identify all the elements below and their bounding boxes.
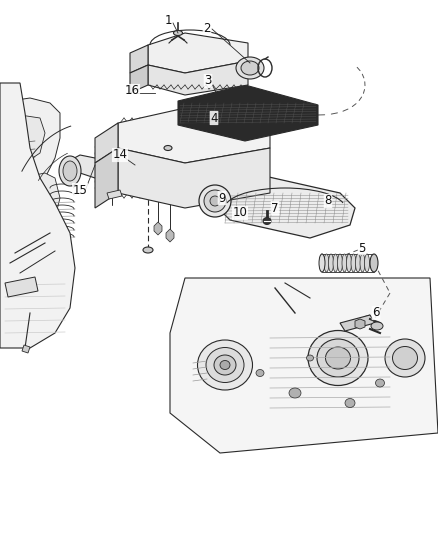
Polygon shape: [118, 108, 270, 163]
Ellipse shape: [319, 254, 325, 272]
Polygon shape: [107, 190, 122, 199]
Ellipse shape: [204, 190, 226, 212]
Ellipse shape: [345, 399, 355, 408]
Polygon shape: [166, 229, 174, 242]
Polygon shape: [65, 155, 112, 181]
Text: 15: 15: [73, 183, 88, 197]
Text: 14: 14: [113, 149, 127, 161]
Polygon shape: [22, 345, 30, 353]
Polygon shape: [0, 83, 75, 348]
Ellipse shape: [338, 254, 343, 272]
Polygon shape: [340, 315, 375, 331]
Polygon shape: [355, 319, 365, 329]
Polygon shape: [118, 148, 270, 208]
Ellipse shape: [59, 156, 81, 186]
Text: 1: 1: [164, 13, 172, 27]
Ellipse shape: [289, 388, 301, 398]
Polygon shape: [5, 115, 45, 173]
Text: 6: 6: [372, 306, 380, 319]
Ellipse shape: [307, 355, 314, 361]
Ellipse shape: [199, 185, 231, 217]
Ellipse shape: [210, 196, 220, 206]
Text: 2: 2: [203, 21, 211, 35]
Polygon shape: [95, 123, 118, 163]
Ellipse shape: [308, 330, 368, 385]
Ellipse shape: [206, 348, 244, 383]
Ellipse shape: [333, 254, 338, 272]
Ellipse shape: [356, 254, 360, 272]
Polygon shape: [110, 158, 130, 170]
Ellipse shape: [346, 254, 352, 272]
Polygon shape: [0, 173, 60, 253]
Ellipse shape: [63, 161, 77, 181]
Polygon shape: [178, 85, 318, 141]
Ellipse shape: [263, 217, 271, 224]
Text: 4: 4: [210, 111, 218, 125]
Text: 7: 7: [271, 201, 279, 214]
Ellipse shape: [198, 340, 252, 390]
Ellipse shape: [375, 379, 385, 387]
Ellipse shape: [319, 254, 325, 272]
Ellipse shape: [342, 254, 347, 272]
Text: 16: 16: [124, 85, 139, 98]
Polygon shape: [5, 277, 38, 297]
Polygon shape: [130, 45, 148, 73]
Ellipse shape: [385, 339, 425, 377]
Ellipse shape: [328, 254, 333, 272]
Ellipse shape: [220, 360, 230, 369]
Polygon shape: [215, 175, 355, 238]
Ellipse shape: [256, 369, 264, 376]
Polygon shape: [170, 278, 438, 453]
Ellipse shape: [351, 254, 356, 272]
Ellipse shape: [173, 30, 183, 36]
Ellipse shape: [214, 355, 236, 375]
Ellipse shape: [164, 146, 172, 150]
Text: 9: 9: [218, 191, 226, 205]
Polygon shape: [0, 98, 60, 223]
Text: 8: 8: [324, 195, 332, 207]
Ellipse shape: [143, 247, 153, 253]
Ellipse shape: [317, 339, 359, 377]
Text: 5: 5: [358, 241, 366, 254]
Ellipse shape: [236, 57, 264, 79]
Ellipse shape: [325, 347, 350, 369]
Polygon shape: [148, 61, 248, 95]
Ellipse shape: [241, 61, 259, 75]
Ellipse shape: [360, 254, 365, 272]
Ellipse shape: [370, 254, 378, 272]
Ellipse shape: [392, 346, 417, 369]
Polygon shape: [95, 148, 118, 208]
Text: 10: 10: [233, 206, 247, 220]
Polygon shape: [130, 65, 148, 93]
Ellipse shape: [371, 322, 383, 330]
Ellipse shape: [324, 254, 329, 272]
Text: 3: 3: [204, 75, 212, 87]
Polygon shape: [148, 33, 248, 73]
Ellipse shape: [364, 254, 370, 272]
Polygon shape: [154, 222, 162, 235]
